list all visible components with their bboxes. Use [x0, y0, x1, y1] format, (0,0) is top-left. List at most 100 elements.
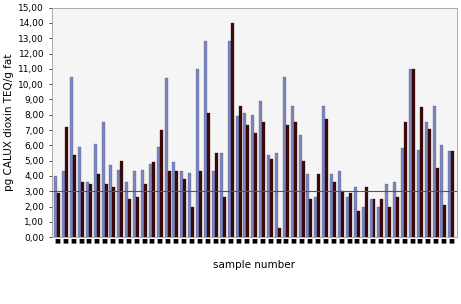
Bar	[223, 197, 226, 237]
Bar	[417, 150, 420, 237]
Bar	[220, 153, 223, 237]
Bar	[346, 197, 349, 237]
Bar	[62, 171, 65, 237]
Bar	[388, 206, 391, 237]
Bar	[228, 41, 230, 237]
Bar	[172, 162, 176, 237]
Bar	[317, 174, 320, 237]
Bar	[432, 105, 436, 237]
Bar	[330, 174, 333, 237]
Bar	[286, 126, 289, 237]
Bar	[322, 105, 325, 237]
Bar	[420, 107, 423, 237]
Bar	[136, 197, 139, 237]
Bar	[412, 69, 415, 237]
Bar	[157, 147, 160, 237]
Bar	[144, 184, 147, 237]
Bar	[57, 193, 60, 237]
Bar	[246, 126, 249, 237]
Bar	[54, 176, 57, 237]
Bar	[191, 206, 194, 237]
Bar	[259, 101, 262, 237]
Bar	[101, 123, 105, 237]
Bar	[81, 182, 84, 237]
Bar	[251, 115, 254, 237]
Bar	[105, 184, 107, 237]
Bar	[207, 113, 210, 237]
Bar	[149, 164, 152, 237]
Bar	[94, 144, 97, 237]
Bar	[73, 154, 76, 237]
Bar	[338, 171, 341, 237]
Bar	[396, 197, 399, 237]
Bar	[199, 171, 202, 237]
Bar	[443, 205, 446, 237]
Bar	[385, 184, 388, 237]
Bar	[428, 129, 431, 237]
Bar	[393, 182, 396, 237]
Bar	[307, 174, 309, 237]
Bar	[117, 170, 120, 237]
Bar	[425, 123, 428, 237]
Bar	[125, 182, 128, 237]
Bar	[404, 123, 407, 237]
Bar	[361, 206, 365, 237]
Bar	[165, 78, 168, 237]
Bar	[128, 199, 131, 237]
Bar	[215, 153, 218, 237]
Bar	[309, 199, 313, 237]
Bar	[448, 151, 451, 237]
Bar	[196, 69, 199, 237]
Bar	[451, 151, 454, 237]
Bar	[204, 41, 207, 237]
Bar	[314, 197, 317, 237]
Bar	[109, 165, 112, 237]
Bar	[254, 133, 257, 237]
Bar	[180, 171, 183, 237]
Bar	[97, 174, 100, 237]
Bar	[267, 154, 270, 237]
Bar	[168, 171, 171, 237]
Bar	[141, 170, 144, 237]
Bar	[440, 145, 443, 237]
Bar	[133, 171, 136, 237]
Bar	[176, 171, 178, 237]
Bar	[86, 182, 89, 237]
Bar	[283, 77, 286, 237]
Bar	[299, 135, 301, 237]
Bar	[270, 159, 273, 237]
Y-axis label: pg CALUX dioxin TEQ/g fat: pg CALUX dioxin TEQ/g fat	[4, 54, 14, 191]
Bar	[183, 179, 186, 237]
Bar	[120, 161, 123, 237]
Bar	[275, 153, 278, 237]
Bar	[89, 184, 92, 237]
Bar	[354, 187, 357, 237]
Bar	[236, 116, 238, 237]
Bar	[262, 123, 265, 237]
Bar	[370, 199, 372, 237]
Bar	[230, 23, 234, 237]
Bar	[349, 193, 352, 237]
Bar	[378, 206, 380, 237]
Bar	[357, 211, 360, 237]
Bar	[380, 199, 384, 237]
Bar	[294, 123, 297, 237]
Bar	[409, 69, 412, 237]
Bar	[65, 127, 68, 237]
Bar	[372, 199, 376, 237]
Bar	[78, 147, 81, 237]
X-axis label: sample number: sample number	[213, 260, 296, 270]
Bar	[70, 77, 73, 237]
Bar	[188, 173, 191, 237]
Bar	[436, 168, 438, 237]
Bar	[333, 182, 336, 237]
Bar	[291, 105, 294, 237]
Bar	[152, 162, 155, 237]
Bar	[325, 119, 328, 237]
Bar	[243, 113, 246, 237]
Bar	[278, 228, 281, 237]
Bar	[365, 187, 367, 237]
Bar	[341, 191, 344, 237]
Bar	[301, 161, 305, 237]
Bar	[160, 130, 163, 237]
